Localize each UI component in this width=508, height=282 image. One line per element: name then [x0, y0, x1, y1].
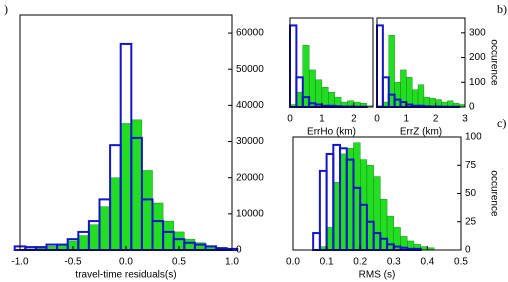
x-tick-label: 0	[287, 114, 293, 125]
panel-label: c)	[497, 116, 506, 130]
x-tick-label: 2	[433, 114, 439, 125]
y-tick-label: 10000	[236, 208, 264, 219]
x-tick-label: 0.5	[454, 257, 468, 268]
histogram-bar	[120, 123, 132, 251]
histogram-bar	[339, 153, 347, 251]
x-tick-label: 0.4	[420, 257, 434, 268]
x-tick-label: 0.1	[320, 257, 334, 268]
panel-label: )	[4, 2, 8, 16]
y-tick-label: 30000	[236, 136, 264, 147]
histogram-bar	[109, 177, 121, 251]
y-tick-label: 50000	[236, 64, 264, 75]
x-axis-label: ErrZ (km)	[400, 127, 442, 138]
histogram-bar	[318, 169, 328, 251]
x-tick-label: 3	[462, 114, 468, 125]
histogram-bar	[184, 238, 196, 251]
histogram-bar	[373, 176, 381, 251]
histogram-bar	[380, 198, 388, 251]
histogram-bar	[88, 224, 100, 251]
y-tick-label: 50	[465, 188, 477, 199]
panel-label: b)	[497, 2, 507, 16]
x-axis-label: RMS (s)	[359, 270, 396, 281]
y-axis-label: occurence	[488, 39, 499, 86]
x-tick-label: 0.0	[286, 257, 300, 268]
y-tick-label: 300	[469, 27, 486, 38]
y-tick-label: 0	[236, 245, 242, 256]
x-tick-label: 0.2	[353, 257, 367, 268]
histogram-bar	[420, 246, 428, 251]
y-tick-label: 100	[465, 132, 482, 143]
histogram-bar	[312, 232, 321, 252]
y-axis-label: occurence	[488, 170, 499, 217]
histogram-bar	[353, 142, 361, 251]
x-tick-label: 1.0	[225, 257, 239, 268]
histogram-bar	[333, 181, 341, 251]
x-tick-label: 0	[374, 114, 380, 125]
y-tick-label: 0	[469, 102, 475, 113]
histogram-bar	[417, 84, 425, 108]
y-tick-label: 100	[469, 77, 486, 88]
y-tick-label: 60000	[236, 28, 264, 39]
x-axis-label: ErrHo (km)	[307, 127, 356, 138]
x-tick-label: 0.5	[172, 257, 186, 268]
y-tick-label: 75	[465, 160, 477, 171]
histogram-bar	[366, 165, 374, 251]
x-tick-label: -1.0	[11, 257, 29, 268]
histogram-bar	[346, 148, 354, 251]
histogram-bar	[141, 170, 153, 251]
x-tick-label: 0.0	[119, 257, 133, 268]
plot-frame	[289, 17, 374, 108]
y-tick-label: 200	[469, 52, 486, 63]
histogram-bar	[162, 220, 174, 251]
x-tick-label: 2	[351, 114, 357, 125]
y-tick-label: 25	[465, 216, 477, 227]
histogram-bar	[326, 227, 334, 251]
histogram-bar	[78, 235, 90, 251]
plot-frame	[376, 17, 466, 108]
histogram-bar	[152, 202, 164, 251]
y-tick-label: 0	[465, 245, 471, 256]
x-tick-label: -0.5	[64, 257, 82, 268]
y-tick-label: 40000	[236, 100, 264, 111]
x-axis-label: travel-time residuals(s)	[75, 270, 176, 281]
x-tick-label: 1	[319, 114, 325, 125]
histogram-bar	[131, 119, 143, 251]
x-tick-label: 0.3	[387, 257, 401, 268]
x-tick-label: 1	[404, 114, 410, 125]
histogram-bar	[99, 206, 111, 251]
y-tick-label: 20000	[236, 172, 264, 183]
